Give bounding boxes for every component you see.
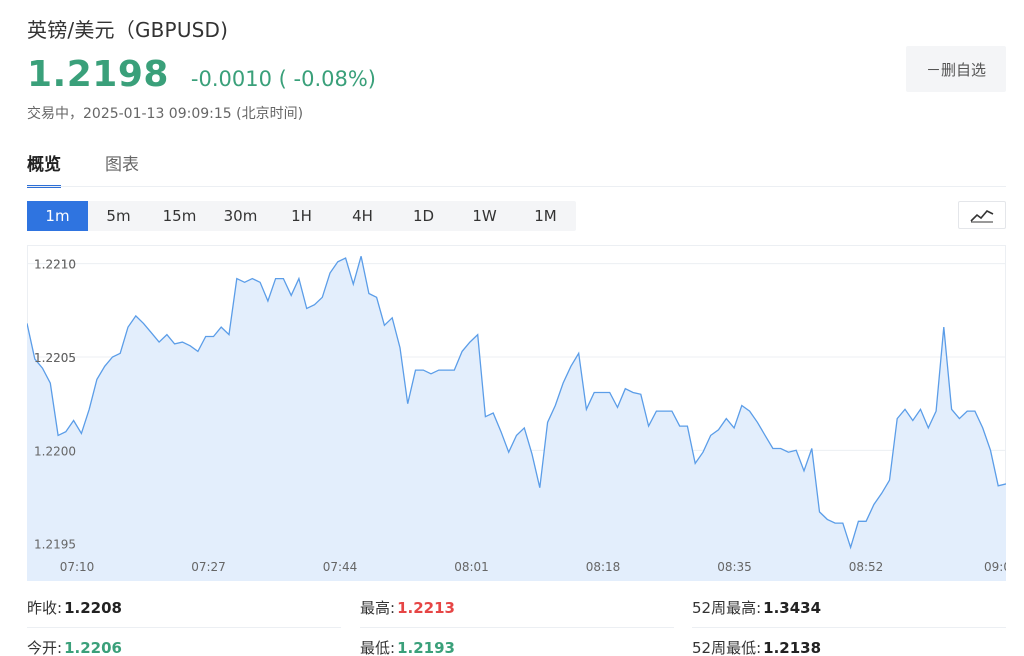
page-title: 英镑/美元（GBPUSD) xyxy=(27,18,229,42)
y-tick-label: 1.2195 xyxy=(34,538,76,552)
period-1w[interactable]: 1W xyxy=(472,207,497,225)
period-1h[interactable]: 1H xyxy=(291,207,312,225)
stats-divider xyxy=(692,627,1006,628)
chart-type-button[interactable] xyxy=(958,201,1006,229)
x-tick-label: 07:27 xyxy=(191,560,226,574)
period-4h[interactable]: 4H xyxy=(352,207,373,225)
stat-high: 最高: 1.2213 xyxy=(360,599,455,617)
y-tick-label: 1.2205 xyxy=(34,351,76,365)
period-selector: 1m 5m 15m 30m 1H 4H 1D 1W 1M xyxy=(27,201,576,231)
x-tick-label: 07:10 xyxy=(60,560,95,574)
stat-prev-close: 昨收: 1.2208 xyxy=(27,599,122,617)
trading-status: 交易中，2025-01-13 09:09:15 (北京时间) xyxy=(27,106,304,122)
period-1d[interactable]: 1D xyxy=(412,207,435,225)
price-chart[interactable]: 1.22101.22051.22001.21951.22101.22051.22… xyxy=(27,245,1006,581)
x-tick-label: 09:0 xyxy=(984,560,1006,574)
period-15m[interactable]: 15m xyxy=(162,207,197,225)
tabs-divider xyxy=(27,186,1006,187)
stat-52w-high: 52周最高: 1.3434 xyxy=(692,599,822,617)
price-line xyxy=(27,256,1006,550)
stat-open: 今开: 1.2206 xyxy=(27,639,122,656)
tab-bar: 概览 图表 xyxy=(27,150,183,188)
x-tick-label: 07:44 xyxy=(323,560,358,574)
stats-divider xyxy=(360,627,674,628)
price-row: 1.2198 -0.0010 ( -0.08%) xyxy=(27,54,376,95)
stats-divider xyxy=(27,627,341,628)
current-price: 1.2198 xyxy=(27,54,169,95)
price-change: -0.0010 ( -0.08%) xyxy=(190,67,377,91)
y-tick-label: 1.2210 xyxy=(34,258,76,272)
y-tick-label: 1.2205 xyxy=(34,351,76,365)
remove-watchlist-button[interactable]: －删自选 xyxy=(906,46,1006,92)
period-1mo[interactable]: 1M xyxy=(534,207,557,225)
x-tick-label: 08:52 xyxy=(849,560,884,574)
stat-52w-low: 52周最低: 1.2138 xyxy=(692,639,822,656)
period-5m[interactable]: 5m xyxy=(106,207,131,225)
y-tick-label: 1.2210 xyxy=(34,258,76,272)
period-1m[interactable]: 1m xyxy=(27,201,88,231)
stat-low: 最低: 1.2193 xyxy=(360,639,455,656)
line-chart-icon xyxy=(970,210,994,223)
x-tick-label: 08:18 xyxy=(586,560,621,574)
period-30m[interactable]: 30m xyxy=(223,207,258,225)
x-tick-label: 08:35 xyxy=(717,560,752,574)
tab-overview[interactable]: 概览 xyxy=(27,150,61,188)
tab-chart[interactable]: 图表 xyxy=(105,155,139,175)
y-tick-label: 1.2200 xyxy=(34,444,76,458)
price-chart-svg: 1.22101.22051.22001.21951.22101.22051.22… xyxy=(27,245,1006,581)
price-area xyxy=(27,256,1006,581)
x-tick-label: 08:01 xyxy=(454,560,489,574)
